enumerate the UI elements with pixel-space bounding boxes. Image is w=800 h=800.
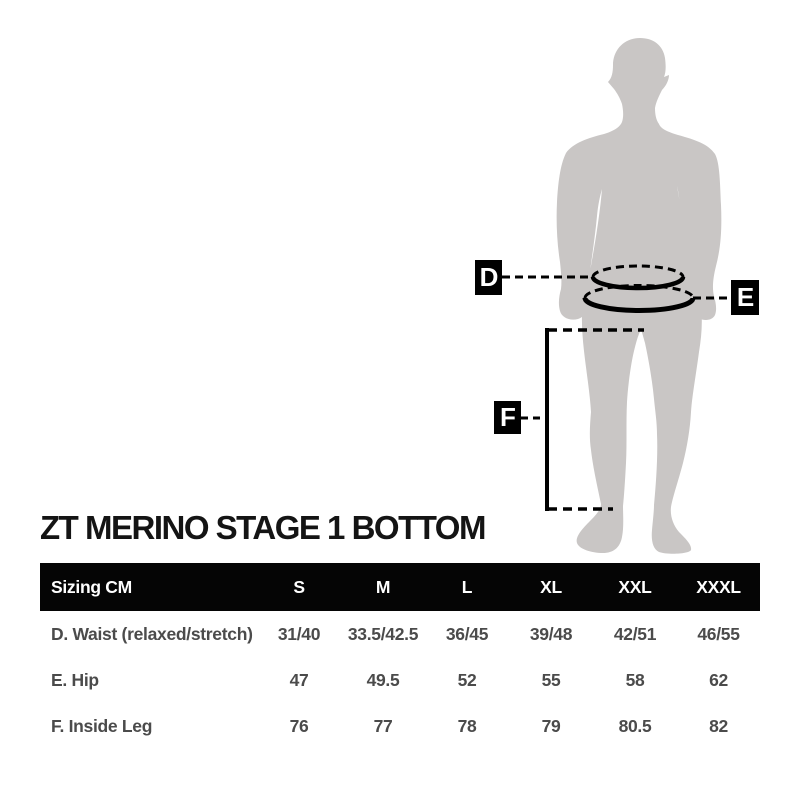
size-value: 46/55 [697, 623, 740, 644]
size-value: 79 [541, 715, 561, 736]
size-value: 62 [709, 669, 728, 690]
table-row-inside-leg: F. Inside Leg 76 77 78 79 80.5 82 [40, 703, 760, 749]
table-row-waist: D. Waist (relaxed/stretch) 31/40 33.5/42… [40, 611, 760, 657]
size-col-header-xxxl: XXXL [696, 576, 741, 597]
size-col-header-m: M [375, 576, 391, 597]
size-value: 42/51 [613, 623, 657, 644]
hip-ellipse [582, 284, 696, 313]
size-col-header-xl: XL [540, 576, 562, 597]
row-label: F. Inside Leg [51, 715, 153, 736]
inside-leg-bracket [545, 328, 644, 511]
row-label: D. Waist (relaxed/stretch) [51, 623, 253, 644]
size-value: 39/48 [529, 623, 573, 644]
inside-leg-marker-badge: F [494, 401, 521, 434]
size-col-header-xxl: XXL [618, 576, 652, 597]
size-value: 31/40 [277, 623, 321, 644]
size-value: 76 [289, 715, 309, 736]
size-value: 78 [457, 715, 477, 736]
waist-marker-badge: D [475, 260, 502, 295]
size-value: 77 [373, 715, 393, 736]
size-col-header-s: S [293, 576, 305, 597]
sizing-table: Sizing CM S M L XL XXL XXXL D. Waist (re… [40, 563, 760, 749]
size-value: 36/45 [445, 623, 489, 644]
size-value: 52 [457, 669, 477, 690]
size-value: 49.5 [366, 669, 400, 690]
row-label: E. Hip [51, 669, 99, 690]
size-value: 33.5/42.5 [347, 623, 419, 644]
page-title: ZT MERINO STAGE 1 BOTTOM [40, 509, 486, 546]
size-col-header-l: L [461, 576, 473, 597]
waist-ellipse [590, 264, 686, 291]
table-row-hip: E. Hip 47 49.5 52 55 58 62 [40, 657, 760, 703]
size-value: 82 [709, 715, 728, 736]
body-silhouette-icon [556, 38, 722, 554]
size-value: 80.5 [618, 715, 652, 736]
hip-marker-badge: E [731, 280, 759, 315]
size-value: 47 [289, 669, 309, 690]
size-value: 58 [625, 669, 645, 690]
sizing-table-header-row: Sizing CM S M L XL XXL XXXL [40, 563, 760, 611]
size-value: 55 [541, 669, 561, 690]
unit-label-header: Sizing CM [51, 576, 132, 597]
